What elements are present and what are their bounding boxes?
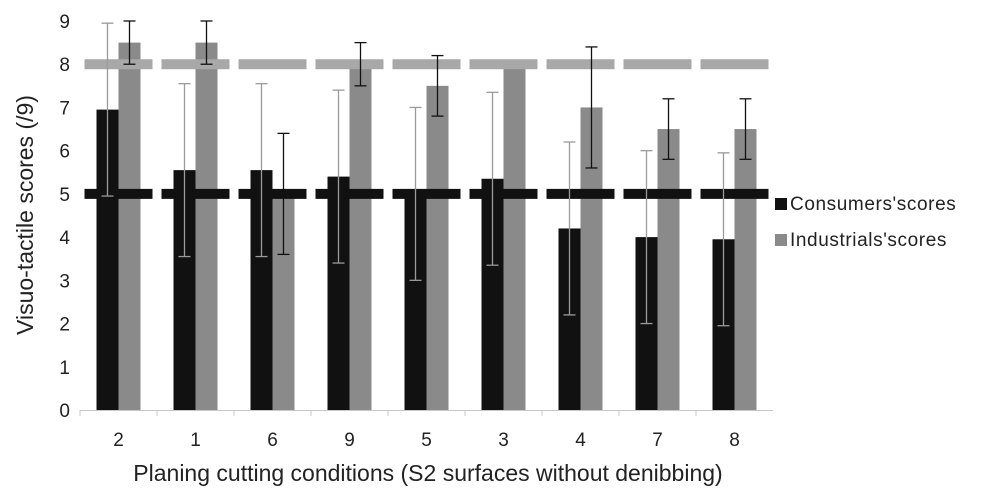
y-tick-label: 7 — [59, 98, 70, 119]
x-tick-label: 3 — [498, 430, 509, 451]
y-axis: 0 1 2 3 4 5 6 7 8 9 — [59, 12, 70, 422]
error-bar-industrials — [200, 20, 213, 65]
x-tick-label: 1 — [190, 430, 201, 451]
x-tick-label: 6 — [267, 430, 278, 451]
error-bar-consumers — [486, 91, 499, 266]
error-bar-industrials — [277, 132, 290, 256]
error-bar-industrials — [354, 41, 367, 87]
x-axis-label: Planing cutting conditions (S2 surfaces … — [133, 460, 722, 486]
x-tick-label: 8 — [729, 430, 740, 451]
error-bar-consumers — [640, 150, 653, 325]
reference-line-5-segment — [161, 188, 230, 199]
bar-consumers — [327, 176, 350, 410]
error-bar-industrials — [662, 98, 675, 160]
legend: Consumers'scores Industrials'scores — [775, 194, 956, 251]
reference-line-8-segment — [623, 59, 692, 70]
reference-line-5-segment — [700, 188, 769, 199]
x-axis: 2 1 6 9 5 3 4 7 8 — [79, 410, 773, 451]
y-tick-label: 3 — [59, 271, 70, 292]
reference-line-8-segment — [315, 59, 384, 70]
y-tick-label: 1 — [59, 358, 70, 379]
bar-consumers — [250, 170, 273, 410]
y-tick-label: 5 — [59, 185, 70, 206]
reference-line-5-segment — [315, 188, 384, 199]
bar-industrials — [734, 129, 757, 411]
bar-industrials — [580, 107, 603, 410]
x-tick-label: 5 — [421, 430, 432, 451]
legend-label: Industrials'scores — [790, 230, 947, 251]
error-bar-consumers — [255, 83, 268, 258]
error-bar-consumers — [101, 22, 114, 197]
error-bar-consumers — [717, 152, 730, 327]
bar-industrials — [657, 129, 680, 411]
x-tick-label: 2 — [113, 430, 124, 451]
bar-consumers — [558, 228, 581, 410]
bar-consumers — [404, 193, 427, 410]
error-bar-industrials — [739, 98, 752, 160]
error-bar-industrials — [585, 46, 598, 169]
x-tick-label: 4 — [575, 430, 586, 451]
bar-industrials — [503, 64, 526, 410]
y-tick-label: 6 — [59, 142, 70, 163]
plot-area — [84, 20, 769, 411]
reference-line-5-segment — [238, 188, 307, 199]
reference-line-8-segment — [700, 59, 769, 70]
bar-industrials — [349, 64, 372, 410]
error-bar-industrials — [123, 20, 136, 65]
y-axis-label: Visuo-tactile scores (/9) — [12, 95, 38, 335]
y-tick-label: 2 — [59, 315, 70, 336]
error-bar-consumers — [409, 106, 422, 281]
error-bar-consumers — [178, 83, 191, 258]
reference-line-8-segment — [469, 59, 538, 70]
x-tick-label: 9 — [344, 430, 355, 451]
reference-line-5-segment — [469, 188, 538, 199]
y-tick-label: 4 — [59, 228, 70, 249]
error-bar-consumers — [332, 89, 345, 264]
y-tick-label: 9 — [59, 12, 70, 33]
reference-line-5-segment — [392, 188, 461, 199]
reference-line-8-segment — [392, 59, 461, 70]
reference-line-8-segment — [161, 59, 230, 70]
x-tick-label: 7 — [652, 430, 663, 451]
reference-line-5-segment — [623, 188, 692, 199]
bar-industrials — [272, 193, 295, 410]
reference-line-5-segment — [84, 188, 153, 199]
reference-line-8-segment — [84, 59, 153, 70]
reference-line-5-segment — [546, 188, 615, 199]
legend-swatch — [775, 198, 787, 210]
y-tick-label: 0 — [59, 401, 70, 422]
legend-label: Consumers'scores — [790, 194, 956, 215]
bar-industrials — [426, 85, 449, 410]
bar-consumers — [173, 170, 196, 410]
error-bar-industrials — [431, 54, 444, 117]
bar-industrials — [118, 42, 141, 410]
y-tick-label: 8 — [59, 55, 70, 76]
reference-line-8-segment — [546, 59, 615, 70]
error-bar-consumers — [563, 141, 576, 316]
bar-consumers — [481, 178, 504, 410]
reference-line-8-segment — [238, 59, 307, 70]
bar-industrials — [195, 42, 218, 410]
legend-swatch — [775, 234, 787, 246]
bar-consumers — [96, 109, 119, 410]
